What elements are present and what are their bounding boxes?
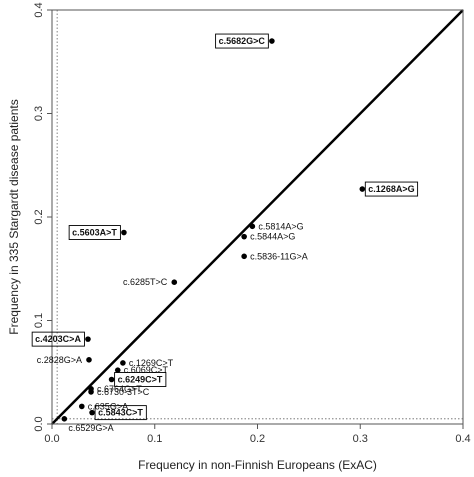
point-label: c.1268A>G (368, 184, 414, 194)
data-point (241, 233, 247, 240)
data-point (85, 336, 91, 342)
x-tick-label: 0.3 (353, 433, 368, 445)
x-tick-label: 0.1 (147, 433, 162, 445)
point-label-box (364, 181, 419, 197)
data-point (249, 223, 256, 230)
y-axis-title: Frequency in 335 Stargardt disease patie… (7, 99, 21, 334)
y-tick-label: 0.4 (33, 2, 45, 17)
point-label: c.6529G>A (68, 423, 113, 433)
x-tick-label: 0.0 (44, 433, 59, 445)
point-label: c.6285T>C (123, 277, 168, 287)
point-label-box (68, 225, 121, 240)
data-point (114, 367, 121, 373)
point-label: c.1269C>T (129, 358, 174, 368)
data-point (108, 376, 115, 383)
point-label: c.5682G>C (219, 36, 266, 46)
point-label: c.5603A>T (72, 228, 117, 238)
point-label: c.5814A>G (258, 221, 303, 231)
data-point (86, 357, 92, 363)
point-label-box (215, 33, 269, 49)
data-point (61, 416, 68, 422)
data-point (269, 38, 275, 44)
y-tick-label: 0.0 (33, 416, 45, 431)
point-label: c.6730-3T>C (97, 387, 150, 397)
point-label: c.4203C>A (35, 334, 81, 344)
point-label: c.5836-11G>A (250, 251, 308, 261)
data-point (89, 409, 95, 416)
point-label-box (114, 372, 167, 387)
point-label: c.5843C>T (98, 408, 143, 418)
data-point (121, 229, 127, 236)
point-label: c.2828G>A (37, 355, 82, 365)
point-label: c.6764G>T (97, 384, 142, 394)
y-tick-label: 0.3 (33, 106, 45, 121)
point-label-box (31, 331, 85, 347)
data-point (241, 253, 247, 260)
data-point (120, 360, 126, 366)
point-label-box (94, 405, 147, 421)
x-tick-label: 0.4 (455, 433, 470, 445)
identity-line (51, 9, 464, 425)
point-label: c.6069C>T (124, 365, 169, 375)
point-label: c.5844A>G (250, 232, 295, 242)
data-point (78, 403, 85, 410)
x-tick-label: 0.2 (250, 433, 265, 445)
point-label: c.635G>A (88, 401, 128, 411)
y-tick-label: 0.2 (33, 209, 45, 224)
y-tick-label: 0.1 (33, 313, 45, 328)
data-point (171, 279, 178, 286)
data-point (88, 389, 94, 395)
x-axis-title: Frequency in non-Finnish Europeans (ExAC… (138, 458, 377, 472)
point-label: c.6249C>T (118, 374, 163, 384)
data-point (359, 186, 366, 192)
